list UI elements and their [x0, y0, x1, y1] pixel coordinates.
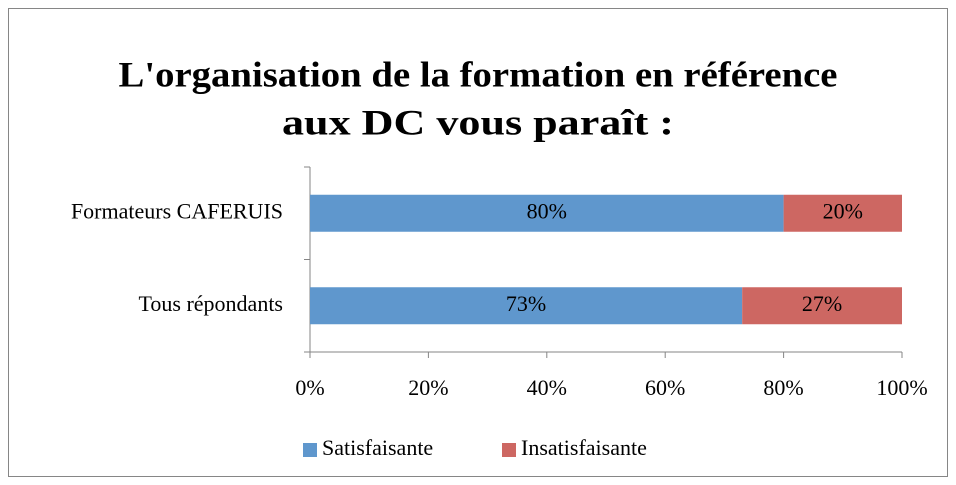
chart-title: aux DC vous paraît : [282, 102, 674, 142]
y-tick-label: Tous répondants [139, 291, 284, 316]
legend-swatch [303, 443, 317, 457]
data-label: 27% [802, 291, 842, 316]
x-tick-label: 20% [408, 375, 448, 400]
data-label: 73% [506, 291, 546, 316]
chart-frame [8, 8, 948, 477]
x-tick-label: 60% [645, 375, 685, 400]
legend-label: Satisfaisante [322, 435, 433, 460]
x-tick-label: 0% [295, 375, 324, 400]
bar-segment [310, 287, 743, 325]
y-tick-label: Formateurs CAFERUIS [71, 198, 283, 223]
x-tick-label: 40% [527, 375, 567, 400]
bar-segment [310, 194, 784, 232]
bar-segment [742, 287, 902, 325]
bar-segment [783, 194, 902, 232]
x-tick-label: 80% [763, 375, 803, 400]
legend-swatch [502, 443, 516, 457]
data-label: 80% [527, 198, 567, 223]
legend-label: Insatisfaisante [521, 435, 647, 460]
chart-title: L'organisation de la formation en référe… [119, 54, 838, 94]
data-label: 20% [823, 198, 863, 223]
x-tick-label: 100% [876, 375, 927, 400]
